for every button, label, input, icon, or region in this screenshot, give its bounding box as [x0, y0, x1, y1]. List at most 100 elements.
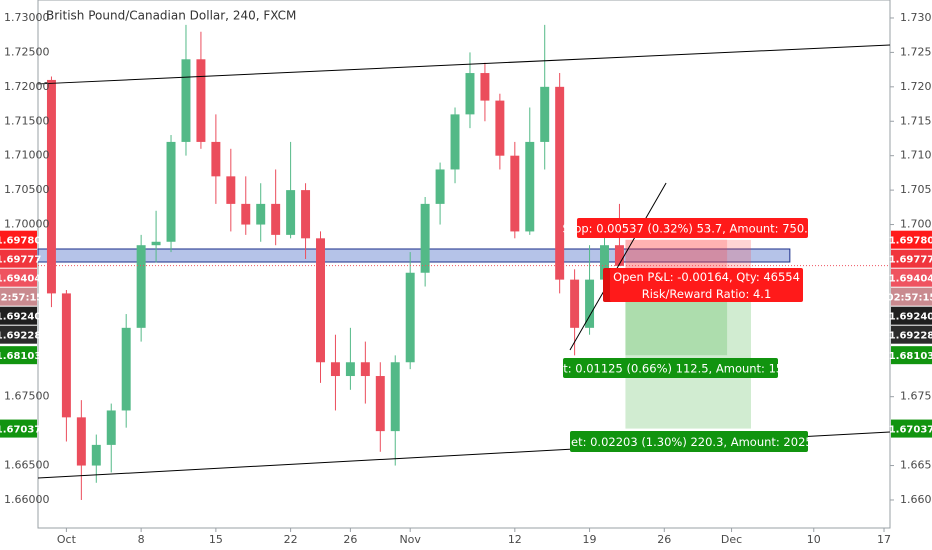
target-zone	[625, 276, 751, 429]
candle-body	[345, 362, 355, 377]
info-box	[577, 218, 808, 238]
info-text: Target: 0.01125 (0.66%) 112.5, Amount: 1…	[531, 362, 809, 376]
y-tick-label-left: 1.66000	[4, 493, 50, 506]
price-label-box	[0, 306, 37, 325]
price-label: 1.69240	[0, 312, 41, 323]
price-label: 1.69404	[0, 274, 41, 285]
price-label: 1.69780	[889, 236, 932, 247]
y-tick-label: 1.66500	[900, 459, 932, 472]
y-tick-label: 1.71000	[900, 149, 932, 162]
price-label-box	[0, 249, 37, 268]
candle-body	[241, 203, 251, 225]
candle-body	[555, 86, 565, 280]
candle-body	[76, 417, 86, 466]
price-label: 1.67037	[0, 425, 41, 436]
y-tick-label: 1.66000	[900, 493, 932, 506]
info-box	[610, 268, 803, 302]
price-label-box	[0, 268, 37, 287]
x-tick-label: Dec	[721, 533, 742, 546]
countdown-box	[891, 287, 932, 306]
trendline	[37, 44, 891, 85]
y-tick-label: 1.72000	[900, 80, 932, 93]
candle-body	[465, 73, 475, 115]
axes: 1.73000 1.73000 1.72500 1.72500 1.72000 1.720…	[0, 11, 932, 546]
x-tick-label: 17	[877, 533, 891, 546]
info-text: Target: 0.02203 (1.30%) 220.3, Amount: 2…	[546, 435, 831, 449]
price-label-box	[891, 306, 932, 325]
trendline	[569, 182, 667, 351]
y-tick-label: 1.73000	[900, 11, 932, 24]
candle-body	[226, 176, 236, 204]
price-label: 1.68103	[889, 351, 932, 362]
candle-body	[61, 293, 71, 418]
countdown: 02:57:15	[0, 293, 43, 304]
y-tick-label-left: 1.70000	[4, 218, 50, 231]
price-label-box	[891, 325, 932, 344]
y-tick-label-left: 1.73000	[4, 11, 50, 24]
candle-body	[495, 100, 505, 156]
candle-body	[91, 444, 101, 466]
price-label-box	[0, 419, 37, 438]
candle-body	[420, 203, 430, 273]
x-tick-label: 19	[583, 533, 597, 546]
info-text: Risk/Reward Ratio: 4.1	[642, 287, 772, 301]
y-tick-label-left: 1.70500	[4, 183, 50, 196]
candles	[46, 24, 624, 500]
candle-body	[375, 376, 385, 432]
candle-body	[256, 203, 266, 225]
candle-body	[585, 279, 595, 328]
price-label: 1.69228	[0, 331, 41, 342]
info-boxes: Stop: 0.00537 (0.32%) 53.7, Amount: 750.…	[531, 218, 831, 452]
x-tick-label: 15	[209, 533, 223, 546]
info-text: Stop: 0.00537 (0.32%) 53.7, Amount: 750.…	[563, 222, 823, 236]
candle-body	[316, 238, 325, 363]
y-tick-label: 1.72500	[900, 45, 932, 58]
price-label-box	[891, 346, 932, 365]
candle-body	[301, 190, 311, 239]
x-tick-label: Oct	[57, 533, 77, 546]
info-text: Open P&L: -0.00164, Qty: 46554	[613, 270, 800, 284]
candle-body	[614, 245, 624, 266]
price-label: 1.69777	[0, 255, 41, 266]
y-tick-label-left: 1.71000	[4, 149, 50, 162]
candle-body	[390, 362, 400, 432]
price-label: 1.69404	[889, 274, 932, 285]
x-tick-label: 10	[807, 533, 821, 546]
y-tick-label-left: 1.72500	[4, 45, 50, 58]
y-tick-label: 1.70000	[900, 218, 932, 231]
x-tick-label: 26	[343, 533, 357, 546]
price-label-box	[891, 249, 932, 268]
price-label: 1.69240	[889, 312, 932, 323]
candle-body	[181, 59, 191, 142]
candle-body	[151, 241, 161, 246]
y-tick-label: 1.67500	[900, 390, 932, 403]
y-tick-label-left: 1.66500	[4, 459, 50, 472]
price-label-box	[891, 419, 932, 438]
price-label: 1.68103	[0, 351, 41, 362]
candle-body	[525, 141, 535, 232]
candle-body	[450, 114, 460, 170]
candle-body	[600, 245, 609, 280]
price-label-box	[891, 268, 932, 287]
candle-body	[46, 79, 56, 294]
candle-body	[196, 59, 206, 142]
x-tick-label: 12	[508, 533, 522, 546]
price-label-box	[0, 325, 37, 344]
info-box	[570, 431, 808, 452]
candle-body	[360, 362, 370, 377]
y-tick-label: 1.70500	[900, 183, 932, 196]
candle-body	[510, 155, 520, 232]
candle-body	[540, 86, 550, 142]
price-label: 1.69777	[889, 255, 932, 266]
x-tick-label: 26	[657, 533, 671, 546]
candle-body	[570, 279, 580, 328]
chart-title: British Pound/Canadian Dollar, 240, FXCM	[46, 9, 296, 23]
candle-body	[211, 141, 221, 177]
price-label: 1.67037	[889, 425, 932, 436]
info-box	[563, 358, 778, 378]
y-tick-label-left: 1.72000	[4, 80, 50, 93]
candle-body	[405, 272, 415, 363]
x-tick-label: 8	[138, 533, 145, 546]
candle-body	[166, 141, 176, 242]
